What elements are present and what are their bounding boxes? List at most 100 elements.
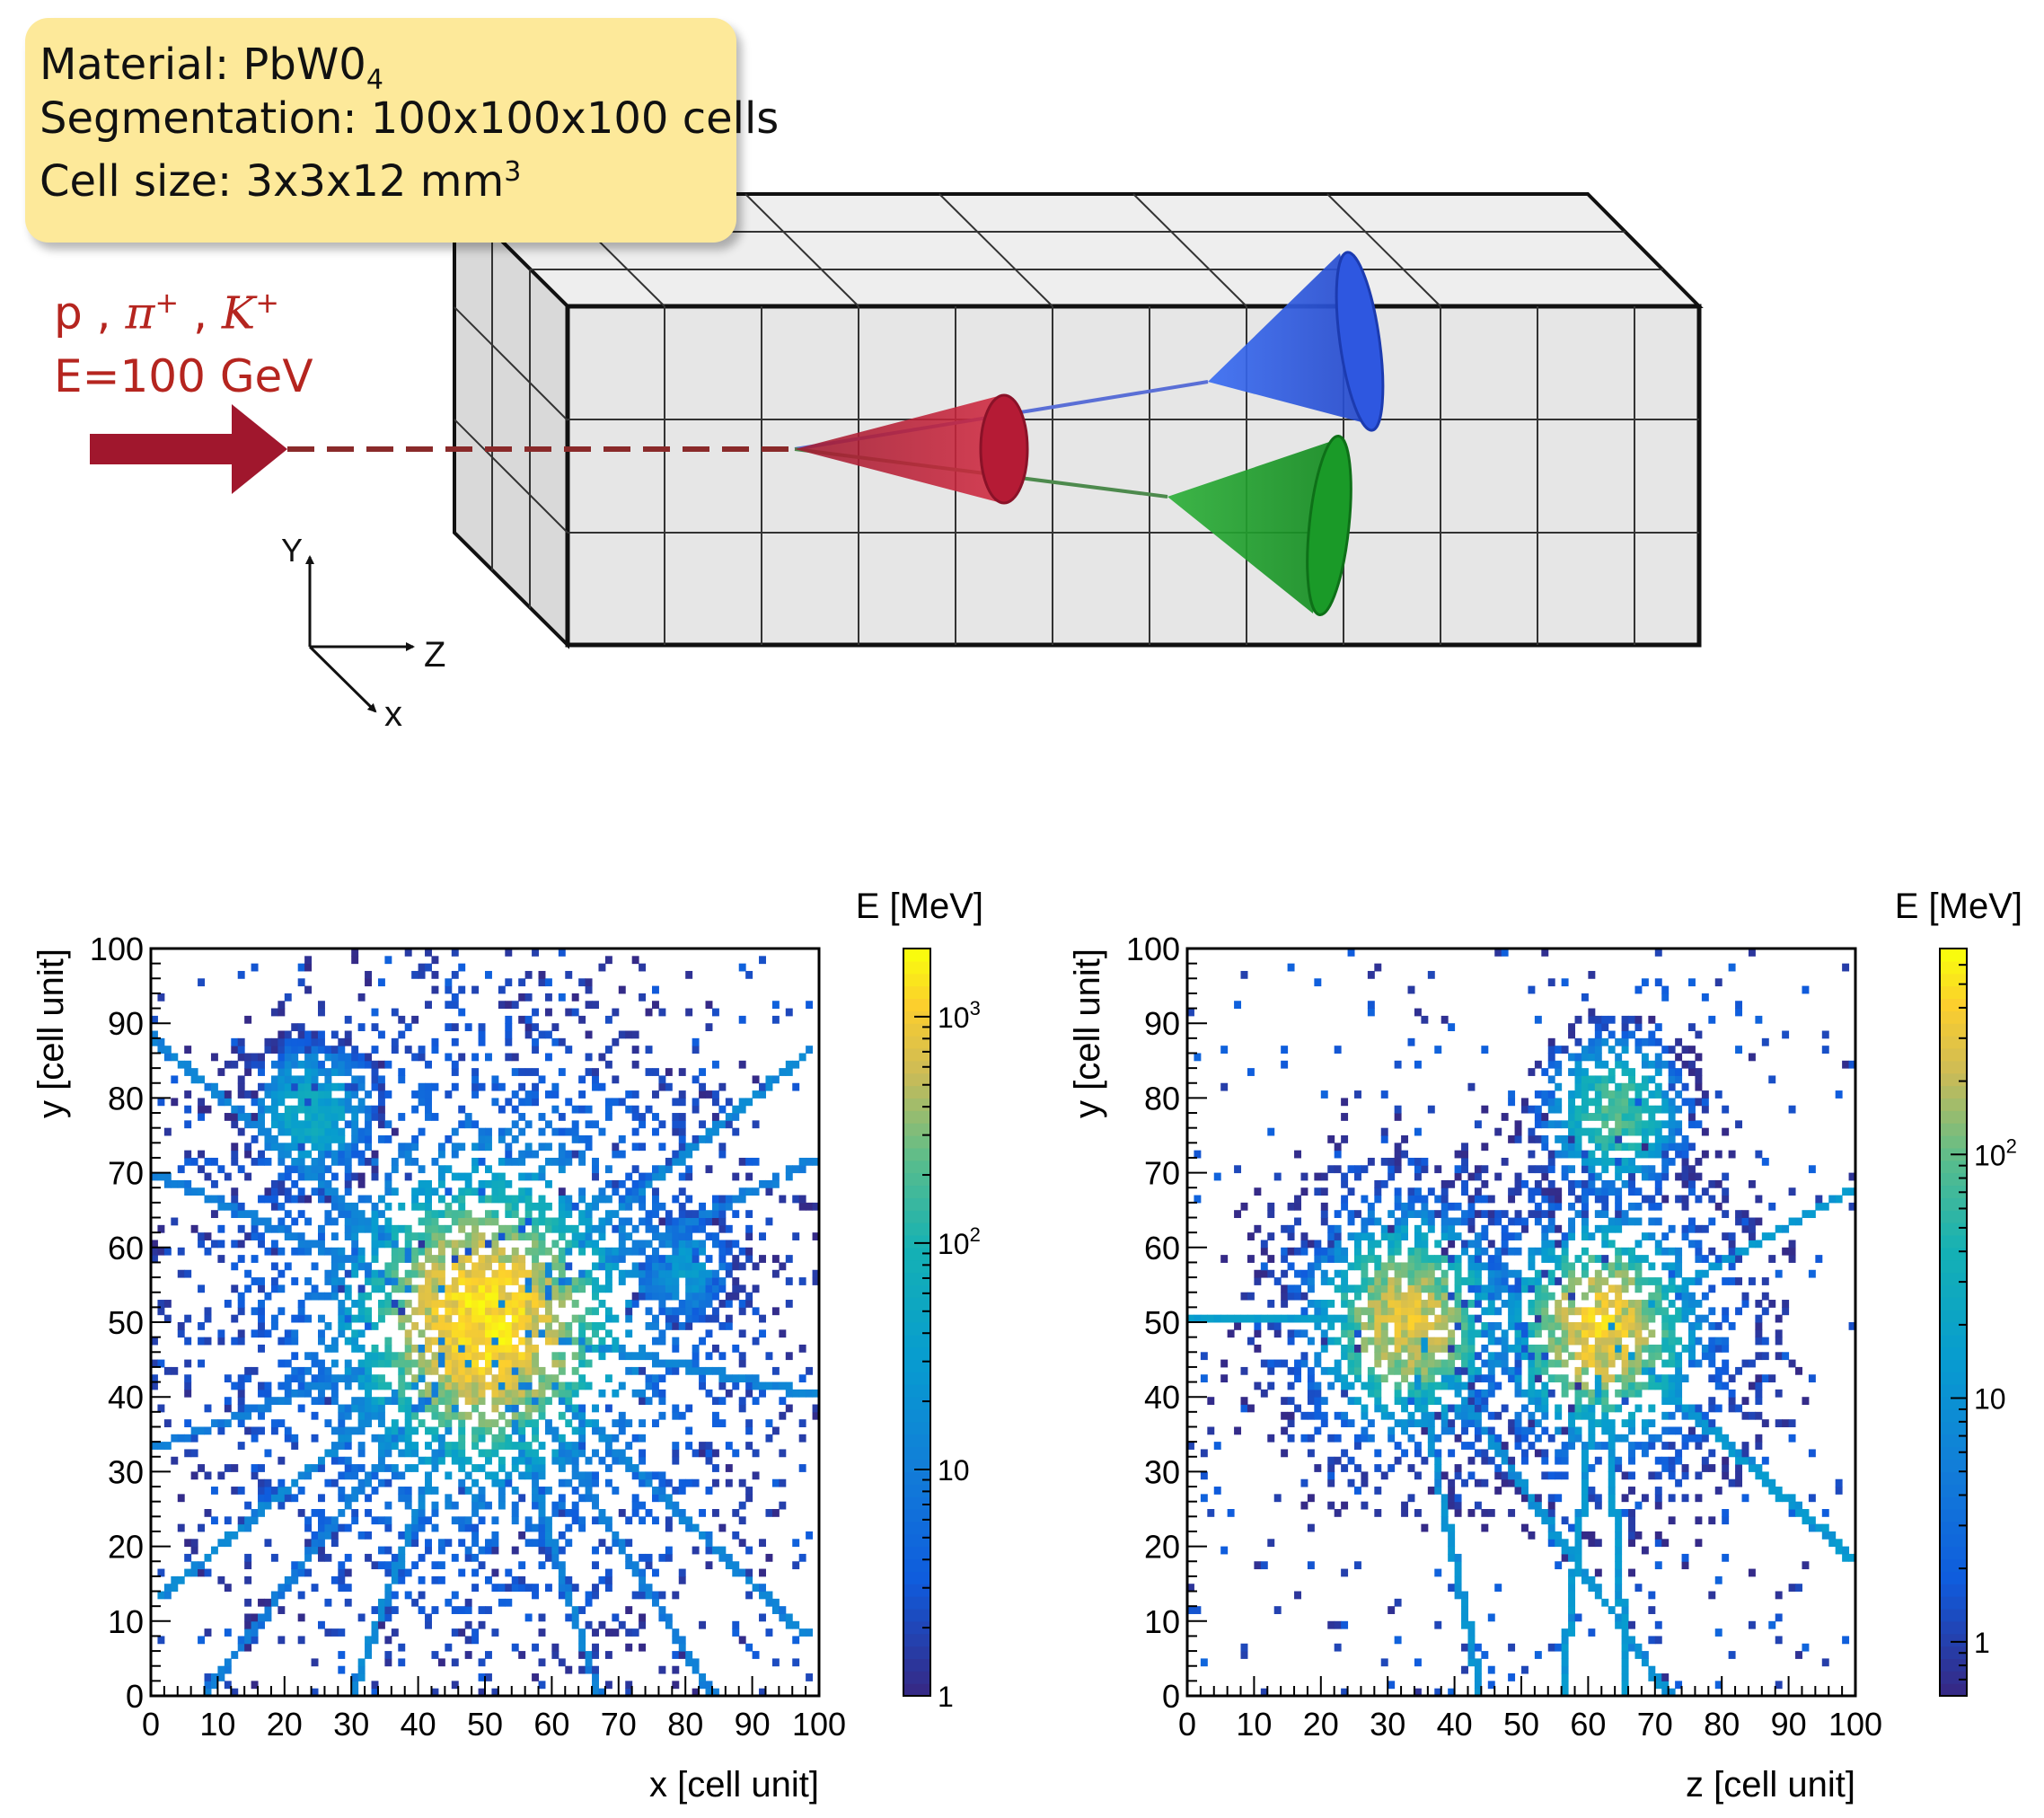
heatmap-cell [1461,1643,1468,1652]
heatmap-cell [1568,1023,1576,1032]
heatmap-cell [1300,1187,1308,1196]
heatmap-cell [425,1113,432,1121]
heatmap-cell [297,1060,305,1069]
heatmap-cell [1427,1322,1435,1330]
heatmap-cell [330,1068,339,1076]
heatmap-cell [645,1307,653,1316]
heatmap-cell [578,1434,586,1443]
heatmap-cell [184,1060,192,1069]
heatmap-cell [391,1389,399,1398]
heatmap-cell [398,1352,406,1361]
heatmap-cell [344,1210,352,1219]
heatmap-cell [565,1539,573,1548]
heatmap-cell [1380,1329,1388,1338]
colorbar-segment [903,1210,930,1223]
heatmap-cell [1467,1381,1476,1390]
heatmap-cell [604,1015,612,1024]
heatmap-cell [297,1314,305,1323]
heatmap-cell [578,1240,586,1249]
heatmap-cell [672,1651,680,1659]
heatmap-cell [338,1127,346,1136]
heatmap-cell [558,1501,566,1510]
heatmap-cell [217,1575,225,1584]
heatmap-cell [538,1389,546,1398]
heatmap-cell [311,1292,319,1301]
heatmap-cell [1528,1127,1536,1136]
heatmap-cell [451,1591,459,1600]
heatmap-cell [264,1539,272,1548]
heatmap-cell [297,1135,305,1143]
heatmap-cell [692,1449,700,1458]
heatmap-cell [699,1449,707,1458]
heatmap-cell [1541,1322,1549,1330]
heatmap-cell [1327,1314,1335,1323]
heatmap-cell [1568,1568,1576,1577]
heatmap-cell [357,1210,366,1219]
heatmap-cell [425,1001,432,1010]
heatmap-cell [1427,1210,1435,1219]
heatmap-cell [1394,1292,1402,1301]
heatmap-cell [284,1575,292,1584]
heatmap-cell [505,1195,513,1204]
heatmap-cell [1427,1187,1435,1196]
heatmap-cell [1367,1247,1375,1256]
heatmap-cell [592,1628,599,1637]
heatmap-cell [505,1030,513,1039]
heatmap-cell [1461,1397,1468,1406]
heatmap-cell [759,1613,766,1622]
heatmap-cell [264,1487,272,1495]
heatmap-cell [458,1187,466,1196]
heatmap-cell [1514,1478,1522,1487]
heatmap-cell [231,1262,239,1271]
heatmap-cell [258,1501,265,1510]
heatmap-cell [1467,1314,1476,1323]
heatmap-cell [1347,1300,1355,1308]
heatmap-cell [1481,1195,1489,1204]
heatmap-cell [270,1314,278,1323]
heatmap-cell [1341,1352,1349,1361]
heatmap-cell [318,1494,325,1503]
heatmap-cell [151,1247,158,1256]
heatmap-cell [1541,1344,1549,1353]
heatmap-cell [1427,1442,1435,1450]
heatmap-cell [270,1419,278,1427]
heatmap-cell [237,1337,245,1346]
heatmap-cell [377,1449,385,1458]
heatmap-cell [511,1247,519,1256]
heatmap-cell [1401,1337,1409,1346]
heatmap-cell [451,1300,459,1308]
heatmap-cell [318,1381,325,1390]
heatmap-cell [351,1247,359,1256]
heatmap-cell [672,1665,680,1674]
heatmap-cell [1327,1620,1335,1629]
heatmap-cell [1574,1179,1582,1188]
heatmap-cell [1440,1523,1449,1532]
heatmap-cell [1487,1352,1495,1361]
heatmap-cell [485,1426,492,1435]
heatmap-cell [725,1374,733,1383]
heatmap-cell [351,1105,359,1114]
heatmap-cell [491,1172,499,1181]
heatmap-cell [759,1688,766,1697]
heatmap-cell [544,1008,552,1017]
heatmap-cell [278,1179,286,1188]
heatmap-cell [1220,1546,1229,1555]
heatmap-cell [551,1127,559,1136]
heatmap-cell [311,1082,319,1091]
heatmap-cell [391,1471,399,1480]
heatmap-cell [625,1202,633,1211]
heatmap-cell [511,1411,519,1420]
heatmap-cell [711,1464,719,1472]
heatmap-cell [711,1366,719,1375]
heatmap-cell [198,1426,206,1435]
heatmap-cell [1547,1046,1555,1054]
heatmap-cell [1481,1179,1489,1188]
heatmap-cell [330,1105,339,1114]
heatmap-cell [478,1337,486,1346]
heatmap-cell [1294,1329,1301,1338]
heatmap-cell [485,1165,492,1174]
heatmap-cell [1501,1456,1509,1465]
heatmap-cell [678,1068,686,1076]
heatmap-cell [338,1247,346,1256]
heatmap-cell [685,1224,693,1233]
